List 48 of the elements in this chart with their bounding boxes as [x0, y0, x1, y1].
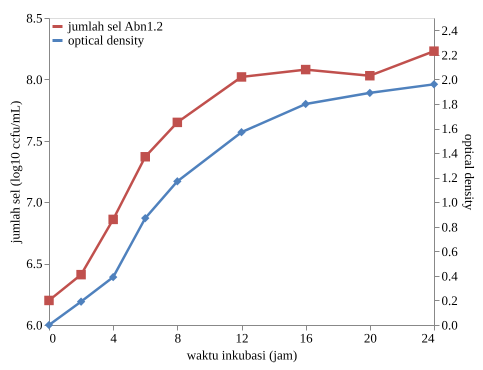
y-tick-label: 7.0: [26, 194, 42, 210]
y2-tick-label: 0.8: [442, 219, 458, 234]
y2-tick-label: 0.0: [442, 318, 458, 332]
point: [365, 70, 375, 80]
point: [76, 270, 86, 280]
point: [366, 88, 374, 98]
y2-tick-label: 2.4: [442, 22, 458, 38]
x-tick-label: 0: [50, 330, 56, 346]
y-tick-label: 8.5: [26, 10, 42, 26]
point: [300, 64, 310, 74]
point: [44, 296, 54, 306]
point: [108, 214, 118, 224]
x-tick-label: 4: [110, 330, 118, 346]
point: [173, 177, 182, 186]
point: [430, 80, 438, 88]
y2-tick-label: 0.4: [442, 268, 458, 284]
point: [76, 297, 86, 306]
y2-axis-title: optical density: [462, 134, 477, 211]
point: [429, 46, 439, 56]
legend-label: jumlah sel Abn1.2: [67, 18, 163, 34]
x-tick-label: 8: [174, 330, 182, 346]
y2-tick-label: 1.2: [442, 170, 458, 186]
y-tick-label: 6.0: [26, 318, 42, 332]
y-tick-label: 6.5: [26, 256, 42, 272]
point: [237, 128, 246, 136]
point: [140, 152, 150, 162]
x-tick-label: 24: [422, 330, 435, 346]
x-axis-title: waktu inkubasi (jam): [186, 348, 298, 362]
y2-tick-label: 1.6: [442, 121, 458, 136]
legend-label: optical density: [68, 32, 145, 48]
x-tick-label: 20: [364, 330, 377, 346]
x-tick-label: 16: [300, 330, 314, 346]
y-axis-title: jumlah sel (log10 ccfu/mL): [7, 100, 22, 244]
y2-tick-label: 2.0: [442, 72, 458, 87]
y2-tick-label: 1.0: [442, 194, 458, 210]
point: [301, 100, 310, 108]
y2-tick-label: 0.6: [442, 244, 458, 259]
y2-tick-label: 1.4: [442, 146, 458, 161]
y-tick-label: 8.0: [26, 72, 42, 87]
x-tick-label: 12: [236, 330, 248, 346]
y2-tick-label: 0.2: [442, 292, 458, 308]
y2-tick-label: 1.8: [442, 96, 458, 112]
y-tick-label: 7.5: [26, 133, 42, 148]
point: [236, 72, 246, 82]
point: [108, 272, 118, 282]
point: [172, 118, 182, 128]
point: [141, 214, 150, 222]
y2-tick-label: 2.2: [442, 47, 458, 62]
